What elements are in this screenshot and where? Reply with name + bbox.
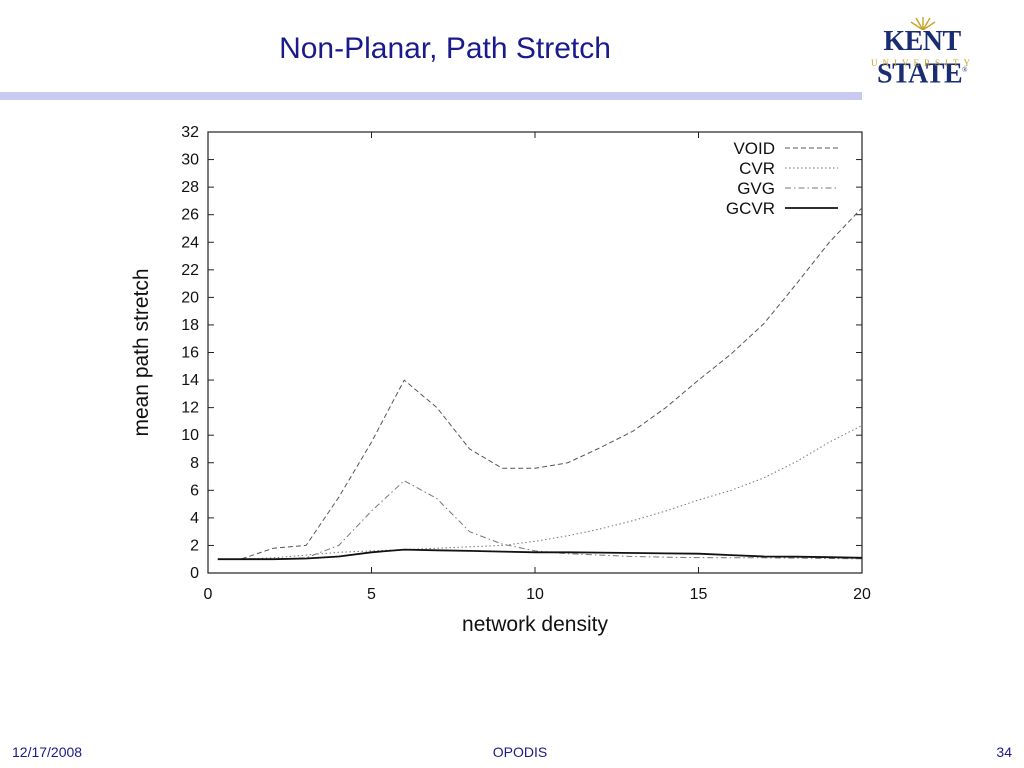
y-tick-label: 2 — [190, 537, 199, 554]
title-rule — [0, 92, 862, 100]
x-tick-label: 20 — [853, 586, 871, 603]
y-axis-label: mean path stretch — [130, 268, 153, 436]
footer-center: OPODIS — [492, 744, 548, 760]
y-tick-label: 12 — [181, 400, 199, 417]
y-tick-label: 22 — [181, 262, 199, 279]
y-tick-label: 0 — [190, 565, 199, 582]
y-tick-label: 20 — [181, 289, 199, 306]
series-line-gvg — [217, 480, 863, 560]
y-tick-label: 16 — [181, 345, 199, 362]
sunburst-icon — [910, 17, 936, 30]
series-line-gcvr — [217, 548, 863, 561]
series-line-void — [217, 207, 863, 560]
y-tick-label: 28 — [181, 179, 199, 196]
kent-state-logo: KENT STATE® UNIVERSITY — [836, 16, 1008, 88]
x-tick-label: 10 — [526, 586, 544, 603]
series-lines — [217, 207, 863, 561]
y-tick-label: 30 — [181, 152, 199, 169]
x-tick-label: 5 — [367, 586, 376, 603]
legend-label-cvr: CVR — [739, 159, 775, 178]
y-tick-label: 6 — [190, 482, 199, 499]
footer-page-number: 34 — [996, 744, 1012, 760]
footer-date: 12/17/2008 — [12, 744, 83, 760]
y-tick-label: 26 — [181, 207, 199, 224]
x-tick-label: 0 — [204, 586, 213, 603]
legend-label-gvg: GVG — [737, 179, 775, 198]
y-tick-label: 4 — [190, 510, 199, 527]
y-tick-label: 18 — [181, 317, 199, 334]
y-tick-label: 24 — [181, 234, 199, 251]
logo-subtitle: UNIVERSITY — [871, 58, 975, 68]
x-tick-label: 15 — [690, 586, 708, 603]
y-tick-label: 8 — [190, 455, 199, 472]
y-tick-label: 14 — [181, 372, 199, 389]
logo-name: KENT STATE® — [877, 26, 967, 90]
x-axis-label: network density — [462, 613, 608, 636]
series-line-cvr — [217, 425, 863, 560]
legend-label-void: VOID — [733, 139, 775, 158]
legend-label-gcvr: GCVR — [726, 199, 775, 218]
slide-title: Non-Planar, Path Stretch — [279, 32, 611, 65]
y-tick-label: 32 — [181, 124, 199, 141]
y-tick-label: 10 — [181, 427, 199, 444]
